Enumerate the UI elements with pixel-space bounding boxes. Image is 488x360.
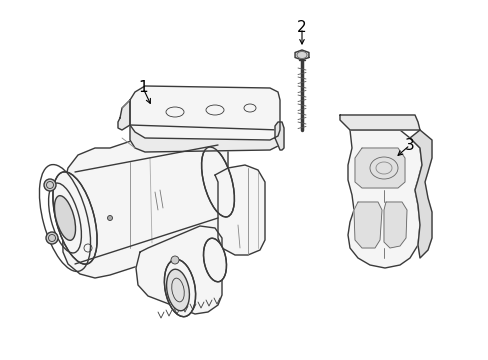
Polygon shape [118, 100, 130, 130]
Ellipse shape [44, 179, 56, 191]
Polygon shape [294, 50, 308, 60]
Ellipse shape [46, 232, 58, 244]
Ellipse shape [164, 259, 195, 317]
Text: 1: 1 [138, 81, 147, 95]
Polygon shape [347, 130, 421, 268]
Ellipse shape [166, 269, 189, 311]
Ellipse shape [171, 256, 179, 264]
Polygon shape [354, 148, 404, 188]
Ellipse shape [201, 147, 234, 217]
Polygon shape [215, 165, 264, 255]
Ellipse shape [107, 216, 112, 220]
Polygon shape [383, 202, 406, 248]
Polygon shape [409, 130, 431, 258]
Ellipse shape [54, 196, 75, 240]
Polygon shape [62, 118, 227, 278]
Polygon shape [130, 86, 280, 140]
Ellipse shape [53, 172, 97, 264]
Polygon shape [274, 122, 284, 150]
Polygon shape [353, 202, 381, 248]
Polygon shape [339, 115, 419, 130]
Text: 3: 3 [404, 138, 414, 153]
Text: 2: 2 [297, 21, 306, 36]
Ellipse shape [203, 238, 226, 282]
Polygon shape [136, 226, 222, 314]
Polygon shape [130, 125, 280, 152]
